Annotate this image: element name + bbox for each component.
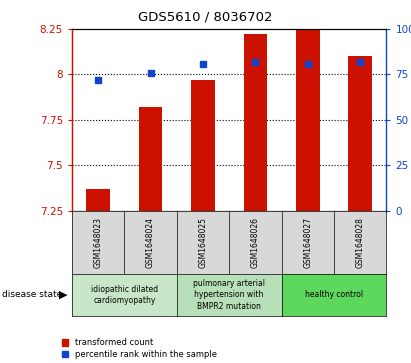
Text: GSM1648025: GSM1648025 (199, 217, 208, 268)
Bar (244, 34, 267, 211)
Text: GSM1648026: GSM1648026 (251, 217, 260, 268)
Text: GSM1648027: GSM1648027 (303, 217, 312, 268)
Text: ▶: ▶ (59, 290, 68, 300)
Text: GSM1648028: GSM1648028 (356, 217, 365, 268)
Bar (139, 107, 162, 211)
Text: GSM1648024: GSM1648024 (146, 217, 155, 268)
Bar (191, 80, 215, 211)
Text: pulmonary arterial
hypertension with
BMPR2 mutation: pulmonary arterial hypertension with BMP… (193, 280, 265, 310)
Text: disease state: disease state (2, 290, 62, 299)
Bar (349, 56, 372, 211)
Text: healthy control: healthy control (305, 290, 363, 299)
Text: idiopathic dilated
cardiomyopathy: idiopathic dilated cardiomyopathy (91, 285, 158, 305)
Legend: transformed count, percentile rank within the sample: transformed count, percentile rank withi… (62, 338, 217, 359)
Bar (296, 29, 319, 211)
Text: GDS5610 / 8036702: GDS5610 / 8036702 (138, 11, 273, 24)
Text: GSM1648023: GSM1648023 (94, 217, 103, 268)
Bar (86, 189, 110, 211)
